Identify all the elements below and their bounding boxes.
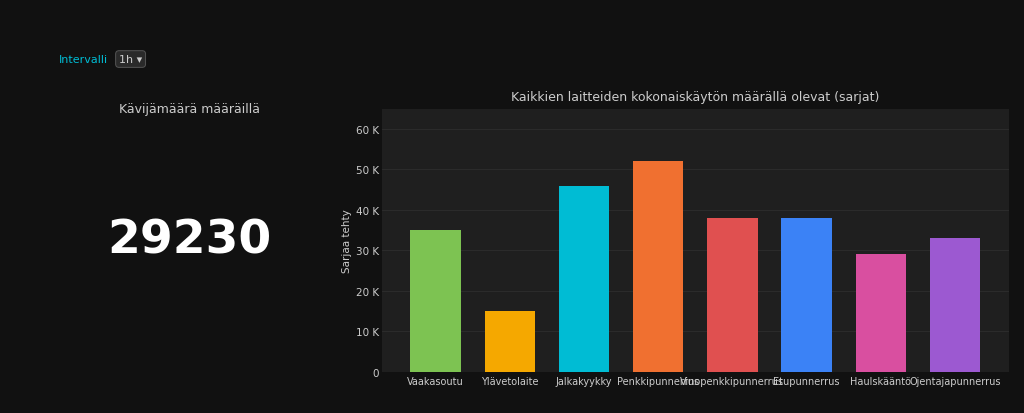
Text: Intervalli: Intervalli [58, 55, 108, 65]
Text: 29230: 29230 [108, 218, 271, 263]
Bar [855, 255, 906, 372]
Bar [559, 186, 609, 372]
Title: Kaikkien laitteiden kokonaiskäytön määrällä olevat (sarjat): Kaikkien laitteiden kokonaiskäytön määrä… [511, 91, 880, 104]
Text: Kävijämäärä määräillä: Kävijämäärä määräillä [119, 103, 260, 116]
Bar [484, 311, 536, 372]
Bar [633, 162, 683, 372]
Bar [781, 218, 831, 372]
Y-axis label: Sarjaa tehty: Sarjaa tehty [342, 209, 352, 272]
Bar [411, 230, 461, 372]
Text: 1h ▾: 1h ▾ [119, 55, 142, 65]
Bar [708, 218, 758, 372]
Bar [930, 239, 980, 372]
